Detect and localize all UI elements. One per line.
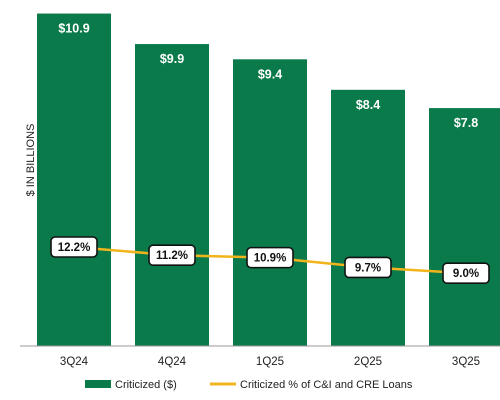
- line-point-box-4q24: [148, 244, 196, 266]
- bar-3q24: [37, 13, 111, 347]
- x-tick-labels: 3Q24 4Q24 1Q25 2Q25 3Q25: [60, 356, 480, 368]
- legend: Criticized ($) Criticized % of C&I and C…: [85, 379, 413, 391]
- legend-label-bar: Criticized ($): [115, 379, 177, 391]
- bar-value-label-3q24: $10.9: [58, 22, 89, 36]
- x-tick-1q25: 1Q25: [256, 356, 284, 368]
- line-point-box-3q25: [442, 262, 490, 284]
- bar-4q24: [135, 44, 209, 347]
- y-axis-label: $ IN BILLIONS: [25, 124, 37, 197]
- line-point-label-3q24: 12.2%: [58, 242, 91, 254]
- line-point-box-3q24: [50, 236, 98, 258]
- x-tick-2q25: 2Q25: [354, 356, 382, 368]
- line-point-label-1q25: 10.9%: [254, 253, 287, 265]
- line-point-box-1q25: [246, 246, 294, 269]
- bars-group: $10.9 $9.9 $9.4 $8.4 $7.8: [37, 13, 500, 347]
- x-tick-4q24: 4Q24: [158, 356, 187, 368]
- legend-label-line: Criticized % of C&I and CRE Loans: [240, 379, 413, 391]
- line-point-box-2q25: [344, 256, 392, 279]
- bar-value-label-2q25: $8.4: [356, 98, 380, 112]
- line-point-label-3q25: 9.0%: [453, 268, 479, 280]
- bar-value-label-4q24: $9.9: [160, 52, 184, 66]
- line-point-label-4q24: 11.2%: [156, 250, 188, 262]
- bar-1q25: [233, 59, 307, 347]
- bar-3q25: [429, 108, 500, 346]
- x-tick-3q24: 3Q24: [60, 356, 89, 368]
- bar-value-label-1q25: $9.4: [258, 67, 282, 81]
- bar-2q25: [331, 89, 405, 347]
- line-series-group: 12.2% 11.2% 10.9% 9.7% 9.0%: [50, 236, 490, 284]
- x-tick-3q25: 3Q25: [452, 356, 480, 368]
- line-point-label-2q25: 9.7%: [355, 262, 381, 274]
- legend-swatch-bar: [85, 380, 111, 388]
- bar-value-label-3q25: $7.8: [454, 116, 478, 130]
